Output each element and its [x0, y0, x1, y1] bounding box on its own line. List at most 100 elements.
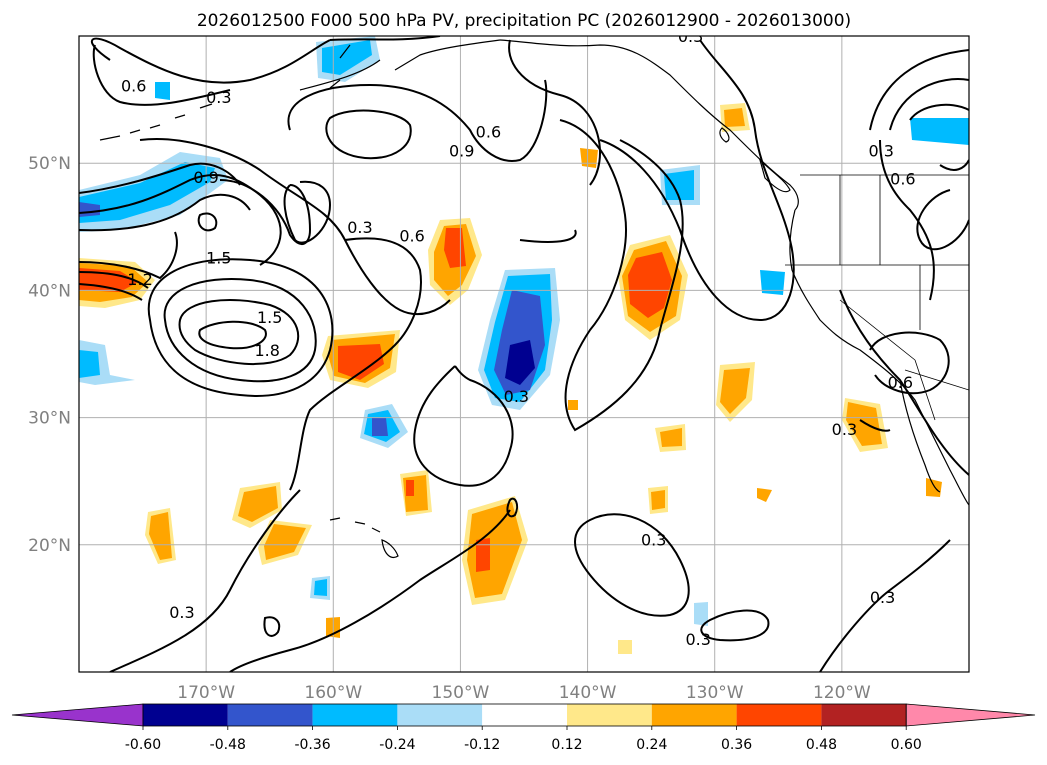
- pv-contour: [413, 365, 514, 487]
- x-tick-label: 120°W: [813, 683, 871, 703]
- pv-contour: [79, 271, 149, 289]
- pv-contour: [508, 39, 601, 186]
- pv-contour: [287, 79, 548, 162]
- precip-area-pos-12-core: [238, 486, 278, 522]
- vancouver-island-coast: [758, 157, 791, 193]
- pv-contour: [889, 78, 969, 131]
- map-frame: [78, 35, 970, 673]
- state-borders: [785, 175, 969, 421]
- colorbar-label: -0.24: [379, 737, 415, 753]
- pv-contour: [519, 229, 577, 243]
- pv-contour: [700, 609, 770, 642]
- precip-area-pos-3-inner: [338, 344, 384, 380]
- x-tick-label: 130°W: [686, 683, 744, 703]
- contour-label: 1.2: [127, 270, 152, 289]
- precip-area-pos-13-core: [264, 524, 306, 560]
- colorbar: -0.60 -0.48 -0.36 -0.24 -0.12 0.12 0.24 0.36 0.4…: [11, 703, 1036, 753]
- pv-contour: [90, 37, 331, 84]
- precip-area-neg-5-inner: [505, 340, 535, 385]
- x-tick-label: 170°W: [177, 683, 235, 703]
- pv-contours: [79, 36, 969, 672]
- contour-label: 0.3: [347, 218, 372, 237]
- precip-area-pos-19: [618, 640, 632, 654]
- precip-area-pos-14-core: [149, 512, 172, 560]
- pv-contour: [109, 489, 301, 672]
- pv-contour: [599, 39, 795, 322]
- contour-label: 1.5: [257, 308, 282, 327]
- alaska-peninsula-coast: [299, 39, 501, 91]
- precip-area-pos-11-inner: [406, 480, 414, 496]
- colorbar-segment: [482, 704, 567, 726]
- pv-contour: [869, 331, 950, 395]
- precip-area-pos-9-core: [846, 402, 882, 446]
- contour-label: 0.3: [504, 387, 529, 406]
- pv-contour: [916, 189, 969, 251]
- colorbar-segment: [651, 704, 737, 726]
- colorbar-label: 0.36: [721, 737, 752, 753]
- pv-contour: [198, 320, 267, 350]
- precip-area-neg-7-core: [664, 170, 694, 200]
- precip-area-pos-15-core: [467, 502, 522, 598]
- pv-contour: [289, 237, 422, 491]
- pv-contour: [139, 138, 451, 316]
- precip-area-pos-7-core: [720, 368, 750, 414]
- colorbar-frame: [142, 703, 907, 727]
- pv-contour: [325, 109, 412, 160]
- precip-area-pos-4-inner: [628, 252, 672, 318]
- y-tick-label: 50°N: [28, 154, 71, 174]
- pv-contour: [92, 44, 231, 106]
- contour-label: 0.3: [870, 588, 895, 607]
- precip-area-neg-10-core: [314, 579, 327, 596]
- pv-contour: [147, 258, 334, 397]
- precip-area-neg-8: [760, 270, 785, 295]
- contour-label: 1.5: [206, 248, 231, 267]
- aleutian-islands: [99, 103, 213, 141]
- pv-contour: [163, 278, 317, 383]
- colorbar-segment: [227, 704, 313, 726]
- x-axis-ticks: 170°W 160°W 150°W 140°W 130°W 120°W: [177, 683, 871, 703]
- map-area: 0.60.30.90.60.90.3 0.61.51.21.51.80.30.30…: [79, 27, 969, 672]
- contour-label: 0.3: [685, 630, 710, 649]
- contour-label: 0.3: [832, 420, 857, 439]
- contour-label: 0.3: [678, 27, 703, 46]
- colorbar-label: 0.48: [806, 737, 837, 753]
- pv-contour: [79, 162, 241, 194]
- y-tick-label: 20°N: [28, 536, 71, 556]
- precip-area-neg-9: [910, 118, 969, 145]
- precip-area-neg-4-core: [79, 350, 100, 378]
- pv-contour: [574, 513, 690, 617]
- contour-label: 0.3: [169, 603, 194, 622]
- colorbar-segment: [397, 704, 483, 726]
- pv-contour: [859, 419, 891, 432]
- colorbar-label: 0.24: [636, 737, 667, 753]
- precip-area-pos-10: [926, 478, 942, 497]
- pv-contour: [869, 49, 969, 131]
- pv-contour: [263, 616, 281, 637]
- colorbar-label: 0.60: [891, 737, 922, 753]
- pv-contour: [79, 231, 178, 280]
- precip-area-pos-8-core: [660, 428, 682, 447]
- contour-label: 0.9: [449, 141, 474, 160]
- pv-contour: [939, 159, 969, 171]
- pv-contour: [219, 179, 312, 245]
- baja-california-coast: [899, 379, 941, 493]
- contour-label: 0.6: [121, 77, 146, 96]
- colorbar-segment: [567, 704, 652, 726]
- contour-label: 1.8: [254, 341, 279, 360]
- contour-label: 0.6: [399, 227, 424, 246]
- colorbar-extend-max: [905, 703, 1036, 727]
- colorbar-extend-min: [11, 703, 144, 727]
- coastlines: [99, 39, 969, 559]
- y-tick-label: 40°N: [28, 281, 71, 301]
- pv-contour: [79, 283, 143, 301]
- contour-label: 0.9: [193, 168, 218, 187]
- pv-contour: [178, 299, 300, 365]
- colorbar-segment: [821, 704, 907, 726]
- precip-area-neg-2-core: [322, 40, 372, 75]
- colorbar-segment: [312, 704, 398, 726]
- precip-area-neg-11: [694, 602, 708, 626]
- precip-area-pos-16-core: [651, 490, 665, 510]
- precip-area-neg-6-inner: [372, 418, 388, 436]
- chart-title: 2026012500 F000 500 hPa PV, precipitatio…: [197, 11, 851, 31]
